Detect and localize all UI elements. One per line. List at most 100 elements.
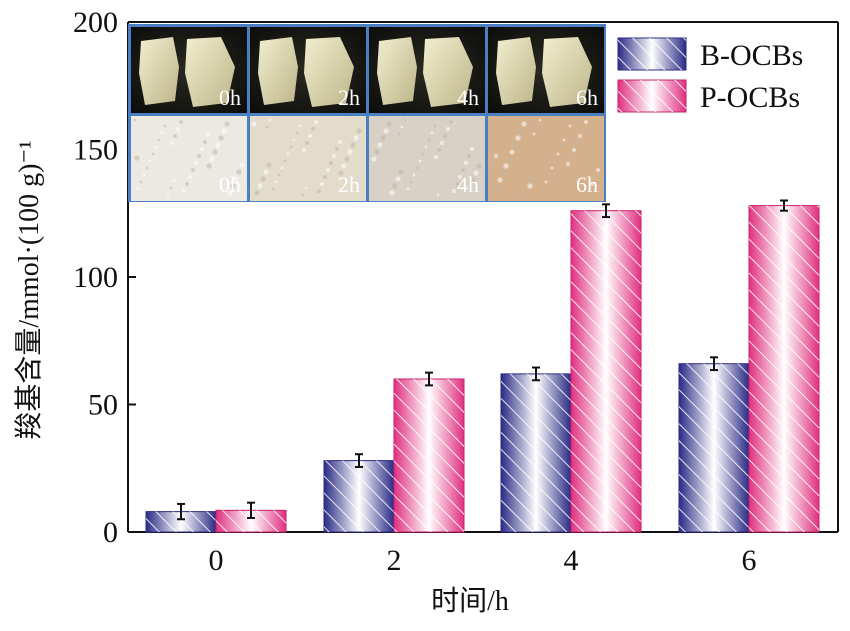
powder-grain [553,159,557,163]
powder-grain [271,187,275,191]
powder-grain [521,121,527,127]
chunk-right [542,37,592,107]
powder-grain [148,159,152,163]
powder-grain [224,121,230,127]
powder-grain [418,159,422,163]
powder-grain [470,147,474,151]
photo-label-top: 4h [457,85,479,110]
powder-grain [559,145,563,149]
powder-grain [377,142,383,148]
powder-grain [440,141,444,145]
legend-label: P-OCBs [700,81,800,114]
powder-grain [218,135,224,141]
chunk-left [496,37,536,105]
powder-grain [470,177,476,183]
powder-grain [578,134,582,138]
powder-grain [169,186,173,190]
powder-grain [263,169,269,175]
powder-grain [335,147,339,151]
powder-grain [286,152,290,156]
x-tick-label: 6 [742,544,757,577]
powder-grain [535,125,539,129]
powder-grain [565,131,569,135]
x-tick-label: 4 [564,544,579,577]
legend-swatch-hatch [618,38,686,70]
powder-grain [392,183,398,189]
powder-grain [356,128,362,134]
photo-label-top: 0h [219,85,241,110]
powder-grain [389,190,395,196]
powder-grain [458,175,462,179]
powder-grain [305,141,309,145]
powder-grain [236,169,242,175]
photo-powder-0 [131,116,247,201]
bar-hatch [749,205,819,532]
powder-grain [529,139,533,143]
powder-grain [497,177,503,183]
powder-grain [170,141,174,145]
powder-grain [329,161,333,165]
powder-grain [239,162,245,168]
powder-grain [491,161,495,165]
powder-grain [166,193,170,197]
powder-grain [163,124,167,128]
powder-grain [596,168,600,172]
powder-grain [341,163,347,169]
powder-grain [139,180,143,184]
powder-grain [151,152,155,156]
powder-grain [280,166,284,170]
powder-grain [323,175,327,179]
x-tick-label: 2 [387,544,402,577]
powder-grain [569,155,573,159]
powder-grain [409,180,413,184]
powder-grain [157,138,161,142]
powder-grain [203,140,207,144]
powder-grain [575,141,579,145]
powder-grain [254,190,260,196]
powder-grain [176,127,180,131]
powder-grain [400,125,404,129]
bars [145,205,820,533]
powder-grain [415,166,419,170]
powder-grain [449,120,453,124]
powder-grain [142,173,146,177]
powder-grain [344,156,350,162]
powder-grain [206,163,212,169]
powder-grain [430,131,434,135]
powder-grain [277,173,281,177]
photo-label-top: 6h [576,85,598,110]
legend-label: B-OCBs [700,39,803,72]
powder-grain [266,162,272,168]
powder-grain [590,182,594,186]
powder-grain [304,186,308,190]
chunk-right [185,37,235,107]
powder-grain [433,124,437,128]
powder-grain [421,152,425,156]
powder-grain [298,124,302,128]
y-tick-label: 100 [73,261,118,294]
powder-grain [427,138,431,142]
powder-grain [562,138,566,142]
powder-grain [197,154,201,158]
powder-grain [403,118,407,122]
powder-grain [547,173,551,177]
powder-grain [257,183,263,189]
powder-grain [461,168,465,172]
powder-grain [326,168,330,172]
powder-grain [503,163,509,169]
powder-grain [188,175,192,179]
powder-grain [437,148,441,152]
powder-grain [194,161,198,165]
powder-grain [374,149,380,155]
powder-grain [436,193,440,197]
powder-grain [506,156,512,162]
powder-grain [584,120,588,124]
powder-grain [274,180,278,184]
y-axis-title: 羧基含量/mmol·(100 g)⁻¹ [13,140,45,439]
powder-grain [221,128,227,134]
powder-grain [568,124,572,128]
powder-grain [265,125,269,129]
photo-label-top: 2h [338,85,360,110]
y-tick-label: 150 [73,134,118,167]
